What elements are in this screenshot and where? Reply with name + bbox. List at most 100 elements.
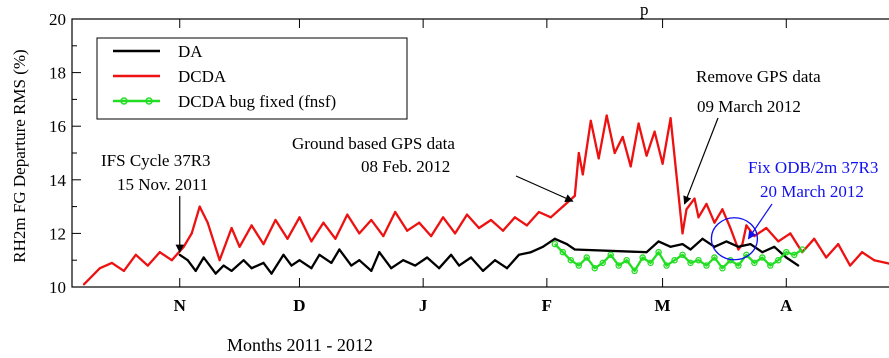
data-point-da [414, 264, 417, 267]
data-point-dcda-bug-fixed-fnsf [695, 256, 702, 264]
data-point-dcda [370, 218, 373, 222]
data-point-da [270, 272, 273, 275]
data-point-dcda [286, 237, 289, 240]
data-point-dcda-bug-fixed-fnsf [639, 254, 646, 261]
data-point-dcda [394, 210, 397, 214]
data-point-dcda [525, 224, 529, 227]
data-point-da [186, 259, 189, 262]
data-point-da [657, 240, 660, 243]
data-point-dcda [849, 264, 852, 267]
annotation-gps-ground-line1: Ground based GPS data [292, 134, 455, 153]
annotation-ifs-line1: IFS Cycle 37R3 [101, 151, 211, 170]
data-point-dcda-bug-fixed-fnsf [711, 254, 718, 261]
data-point-da [290, 264, 293, 267]
data-point-da [725, 240, 728, 243]
y-tick-label: 18 [49, 64, 66, 83]
annotation-gps-remove-line1: Remove GPS data [696, 67, 821, 86]
annotation-odb-fix-line2: 20 March 2012 [760, 182, 864, 201]
series-line-dcda-bug-fixed-fnsf [553, 243, 803, 273]
data-point-dcda [198, 205, 201, 208]
data-point-dcda [442, 216, 445, 219]
data-point-dcda [693, 197, 696, 200]
data-point-dcda [621, 135, 624, 139]
data-point-dcda [753, 234, 756, 238]
data-point-dcda [122, 269, 125, 273]
data-point-da [737, 245, 740, 248]
data-point-dcda [745, 224, 748, 227]
data-point-dcda-bug-fixed-fnsf [687, 259, 694, 267]
chart-title-fragment: p [640, 0, 649, 19]
data-point-dcda [637, 122, 640, 125]
data-point-dcda [721, 208, 724, 211]
data-point-da [202, 256, 205, 259]
data-point-dcda-bug-fixed-fnsf [719, 264, 726, 272]
data-point-da [749, 243, 752, 246]
data-point-dcda [561, 205, 564, 208]
data-point-da [282, 253, 285, 256]
annotation-odb-fix-arrow [747, 203, 773, 240]
data-point-dcda [382, 234, 385, 238]
data-point-da [330, 261, 333, 264]
data-point-dcda-bug-fixed-fnsf [583, 254, 591, 261]
data-point-dcda [310, 240, 313, 243]
data-point-dcda [146, 264, 149, 267]
data-point-da [402, 259, 405, 262]
x-tick-label: D [293, 296, 305, 315]
legend-label-da: DA [178, 42, 203, 61]
data-point-dcda [653, 130, 656, 133]
data-point-dcda [613, 151, 616, 155]
data-point-dcda-bug-fixed-fnsf [798, 246, 806, 253]
data-point-dcda [406, 229, 409, 232]
data-point-dcda [82, 283, 86, 286]
data-point-dcda [430, 234, 433, 238]
data-point-da [645, 251, 648, 254]
legend: DA DCDA DCDA bug fixed (fnsf) [96, 37, 408, 120]
data-point-dcda [110, 261, 114, 264]
annotation-odb-fix-circle [710, 217, 759, 261]
data-point-dcda [589, 119, 592, 122]
data-point-da [242, 259, 245, 262]
data-point-dcda [669, 117, 672, 120]
data-point-da [358, 259, 361, 262]
data-point-dcda [465, 213, 469, 216]
data-point-dcda [238, 245, 241, 248]
data-point-da [262, 261, 265, 264]
y-tick-label: 10 [49, 278, 66, 297]
series-layer [82, 114, 889, 286]
data-point-dcda-bug-fixed-fnsf [751, 259, 758, 267]
data-point-dcda [713, 221, 716, 224]
data-point-dcda [697, 216, 700, 219]
data-point-dcda [837, 243, 840, 246]
data-point-da [350, 264, 353, 267]
data-point-dcda-bug-fixed-fnsf [599, 259, 606, 267]
data-point-dcda [577, 151, 580, 155]
data-point-da [565, 243, 568, 246]
data-point-da [573, 248, 576, 251]
data-point-da [689, 248, 692, 251]
data-point-da [194, 269, 197, 273]
data-point-dcda-bug-fixed-fnsf [551, 240, 559, 248]
data-point-dcda-bug-fixed-fnsf [775, 256, 782, 264]
annotation-gps-ground: Ground based GPS data 08 Feb. 2012 [292, 134, 455, 176]
data-point-dcda-bug-fixed-fnsf [791, 251, 798, 259]
data-point-da [438, 267, 441, 270]
series-line-dcda [83, 114, 889, 286]
data-point-dcda [884, 261, 888, 264]
data-point-dcda-bug-fixed-fnsf [679, 251, 686, 259]
data-point-da [505, 267, 509, 270]
annotation-ifs-line2: 15 Nov. 2011 [117, 175, 208, 194]
data-point-da [457, 264, 461, 267]
x-tick-label: J [419, 296, 428, 315]
data-point-dcda [134, 253, 137, 256]
data-point-da [230, 269, 233, 273]
data-point-da [390, 267, 393, 270]
x-tick-label: A [780, 296, 793, 315]
y-tick-label: 14 [49, 171, 67, 190]
y-tick-label: 16 [49, 117, 66, 136]
data-point-da [761, 251, 764, 254]
data-point-da [222, 264, 225, 267]
data-point-dcda [813, 237, 816, 240]
data-point-dcda [789, 232, 792, 235]
legend-marker-fnsf-b [145, 97, 153, 105]
annotation-gps-remove: Remove GPS data 09 March 2012 [696, 67, 821, 116]
